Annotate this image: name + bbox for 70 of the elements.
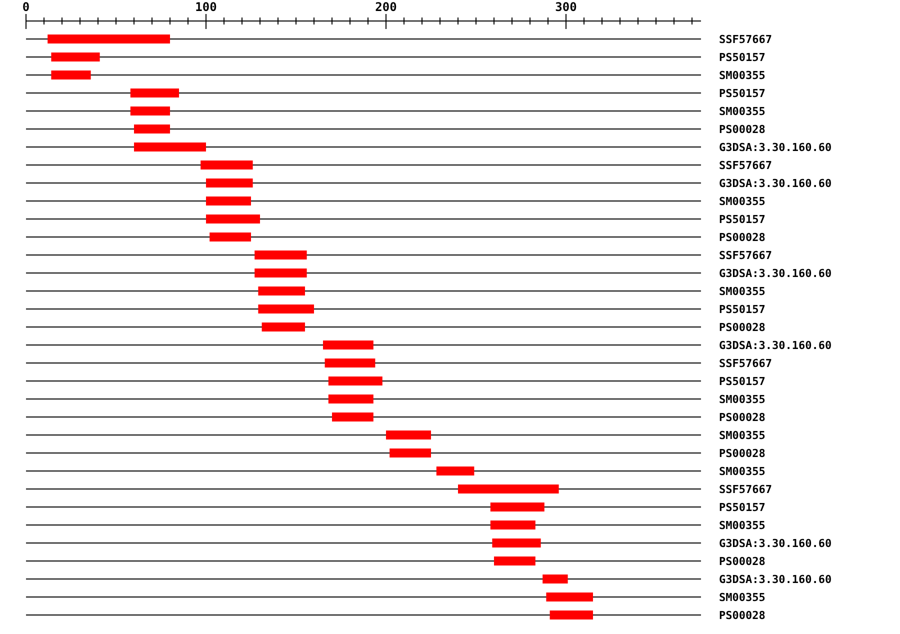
x-tick-label: 200 (375, 0, 397, 14)
bar (51, 70, 91, 80)
y-tick-label: SM00355 (719, 519, 766, 532)
bar (436, 466, 474, 476)
y-tick-label: G3DSA:3.30.160.60 (719, 141, 832, 154)
y-tick-label: SSF57667 (719, 483, 772, 496)
y-tick-label: SM00355 (719, 393, 766, 406)
y-tick-label: PS00028 (719, 609, 766, 622)
y-tick-label: PS00028 (719, 447, 766, 460)
y-tick-label: PS00028 (719, 123, 766, 136)
bar (200, 160, 253, 170)
y-tick-label: SSF57667 (719, 249, 772, 262)
bar (490, 520, 536, 530)
y-tick-label: SM00355 (719, 465, 766, 478)
y-tick-label: PS00028 (719, 321, 766, 334)
y-tick-label: PS00028 (719, 231, 766, 244)
y-tick-label: PS00028 (719, 411, 766, 424)
y-tick-label: PS50157 (719, 87, 766, 100)
bar (332, 412, 374, 422)
bar (206, 196, 251, 206)
bar (134, 124, 170, 134)
bar (390, 448, 431, 458)
y-tick-label: PS50157 (719, 501, 766, 514)
bar (458, 484, 559, 494)
bar (130, 106, 170, 116)
y-tick-label: SSF57667 (719, 159, 772, 172)
bar (490, 502, 544, 512)
y-tick-label: SM00355 (719, 105, 766, 118)
bar (51, 52, 100, 62)
bar (328, 376, 382, 386)
bar (206, 178, 253, 188)
bar (134, 142, 206, 152)
bar (323, 340, 374, 350)
y-tick-label: PS50157 (719, 303, 766, 316)
y-tick-label: SM00355 (719, 69, 766, 82)
bar (210, 232, 251, 242)
bar (254, 268, 307, 278)
bar (386, 430, 431, 440)
bar (542, 574, 568, 584)
x-tick-label: 300 (555, 0, 577, 14)
y-tick-label: G3DSA:3.30.160.60 (719, 339, 832, 352)
x-tick-label: 0 (22, 0, 30, 14)
y-tick-label: PS50157 (719, 213, 766, 226)
y-tick-label: G3DSA:3.30.160.60 (719, 573, 832, 586)
y-tick-label: SM00355 (719, 429, 766, 442)
bar (206, 214, 260, 224)
bar (254, 250, 307, 260)
y-tick-label: G3DSA:3.30.160.60 (719, 537, 832, 550)
bar (130, 88, 179, 98)
y-tick-label: G3DSA:3.30.160.60 (719, 267, 832, 280)
bar (328, 394, 374, 404)
y-tick-label: PS50157 (719, 51, 766, 64)
y-tick-label: G3DSA:3.30.160.60 (719, 177, 832, 190)
bar (262, 322, 305, 332)
bar (258, 304, 314, 314)
bar (546, 592, 593, 602)
y-tick-label: SM00355 (719, 591, 766, 604)
y-tick-label: SM00355 (719, 285, 766, 298)
bar (48, 34, 170, 44)
x-tick-label: 100 (195, 0, 217, 14)
bar (324, 358, 376, 368)
y-tick-label: PS50157 (719, 375, 766, 388)
bar (494, 556, 536, 566)
y-tick-label: SSF57667 (719, 357, 772, 370)
y-tick-label: SSF57667 (719, 33, 772, 46)
bar (492, 538, 541, 548)
y-tick-label: SM00355 (719, 195, 766, 208)
bar (550, 610, 593, 620)
y-tick-label: PS00028 (719, 555, 766, 568)
bar (258, 286, 305, 296)
